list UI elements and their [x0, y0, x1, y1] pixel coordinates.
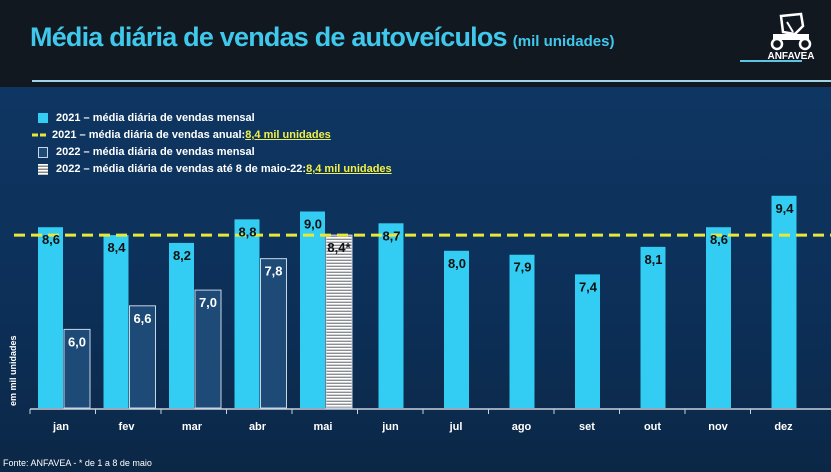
- bar-2021-dez: [771, 195, 797, 408]
- page-title: Média diária de vendas de autoveículos (m…: [30, 22, 614, 53]
- legend-item-2021-monthly: 2021 – média diária de vendas mensal: [36, 112, 255, 124]
- data-label-2022-jan: 6,0: [68, 334, 86, 349]
- bar-2021-ago: [509, 254, 535, 408]
- legend-item-2022-partial: 2022 – média diária de vendas até 8 de m…: [36, 163, 392, 175]
- anfavea-logo-icon: ANFAVEA: [767, 12, 815, 62]
- legend-label: 2021 – média diária de vendas anual:: [52, 129, 246, 141]
- x-tick-label-abr: abr: [249, 421, 267, 433]
- legend-item-2022-monthly: 2022 – média diária de vendas mensal: [36, 146, 255, 158]
- svg-text:ANFAVEA: ANFAVEA: [767, 51, 814, 62]
- yellow-dashed-line-icon: [32, 133, 46, 137]
- data-label-2021-jul: 8,0: [448, 256, 466, 271]
- bar-2021-jan: [38, 227, 63, 408]
- x-tick-label-jun: jun: [381, 421, 399, 433]
- bar-2022-mar: [194, 289, 222, 409]
- data-label-2022-fev: 6,6: [133, 311, 151, 326]
- dark-blue-square-icon: [38, 146, 48, 158]
- x-tick-label-set: set: [579, 421, 595, 433]
- solid-cyan-square-icon: [38, 113, 48, 123]
- data-label-2021-out: 8,1: [644, 252, 662, 267]
- data-label-2022-abr: 7,8: [264, 264, 282, 279]
- x-tick-label-jan: jan: [52, 421, 69, 433]
- header: Média diária de vendas de autoveículos (m…: [0, 0, 831, 87]
- data-label-2021-fev: 8,4: [107, 240, 126, 255]
- source-note: Fonte: ANFAVEA - * de 1 a 8 de maio: [3, 458, 152, 468]
- legend-highlight: 8,4 mil unidades: [306, 163, 392, 175]
- x-tick-label-jul: jul: [449, 421, 463, 433]
- bar-2021-abr: [234, 219, 260, 408]
- x-tick-label-mai: mai: [314, 421, 333, 433]
- bar-2021-nov: [706, 227, 731, 408]
- data-label-2021-jun: 8,7: [382, 228, 400, 243]
- legend-label: 2022 – média diária de vendas mensal: [56, 146, 255, 158]
- data-label-2022-mai: 8,4*: [327, 240, 351, 255]
- x-tick-label-nov: nov: [708, 421, 728, 433]
- title-text: Média diária de vendas de autoveículos: [30, 22, 508, 52]
- x-tick-label-out: out: [644, 421, 661, 433]
- data-label-2021-nov: 8,6: [710, 232, 728, 247]
- x-tick-label-fev: fev: [119, 421, 136, 433]
- bar-2021-fev: [103, 235, 129, 408]
- data-label-2021-set: 7,4: [579, 279, 598, 294]
- legend-label: 2022 – média diária de vendas até 8 de m…: [56, 163, 307, 175]
- legend-item-2021-annual: 2021 – média diária de vendas anual: 8,4…: [32, 129, 331, 141]
- bar-2021-set: [575, 274, 600, 408]
- striped-square-icon: [38, 163, 48, 175]
- x-tick-label-dez: dez: [774, 421, 793, 433]
- y-axis-label: em mil unidades: [8, 335, 18, 406]
- data-label-2022-mar: 7,0: [199, 295, 217, 310]
- data-label-2021-mar: 8,2: [173, 248, 191, 263]
- legend-label: 2021 – média diária de vendas mensal: [56, 112, 255, 124]
- bar-2021-jul: [444, 250, 469, 408]
- title-divider: [32, 80, 831, 82]
- bar-2022-fev: [129, 305, 156, 409]
- data-label-2021-dez: 9,4: [775, 201, 794, 216]
- x-tick-label-ago: ago: [512, 421, 532, 433]
- bar-2021-mai: [300, 211, 325, 408]
- bar-2022-abr: [260, 258, 287, 409]
- data-label-2021-ago: 7,9: [513, 260, 531, 275]
- bar-2021-mar: [169, 242, 194, 408]
- legend-highlight: 8,4 mil unidades: [245, 129, 331, 141]
- data-label-2021-abr: 8,8: [238, 224, 256, 239]
- data-label-2021-jan: 8,6: [42, 232, 60, 247]
- bar-2022-partial-mai: [325, 234, 353, 409]
- title-unit: (mil unidades): [512, 33, 615, 50]
- bar-2021-out: [640, 246, 666, 408]
- data-label-2021-mai: 9,0: [304, 217, 322, 232]
- logo-divider: [740, 60, 802, 62]
- bar-2021-jun: [378, 223, 404, 408]
- bar-2022-jan: [63, 328, 91, 409]
- x-tick-label-mar: mar: [182, 421, 203, 433]
